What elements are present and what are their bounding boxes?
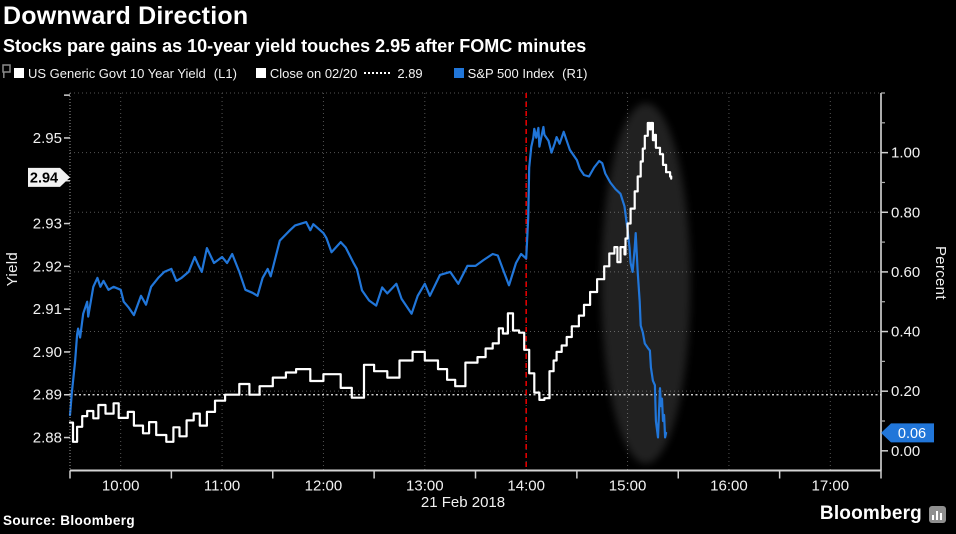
close-line-marker-icon: [255, 68, 266, 78]
legend-item-axis: (L1): [213, 65, 237, 81]
left-tick-label: 2.89: [33, 387, 62, 404]
chart-legend: US Generic Govt 10 Year Yield (L1) Close…: [2, 64, 587, 82]
spx-last-price-box: [881, 423, 934, 443]
left-tick-label: 2.93: [33, 216, 62, 233]
dotted-line-sample-icon: [364, 72, 391, 74]
x-tick-label: 16:00: [710, 478, 748, 495]
legend-item-label: Close on 02/20: [269, 65, 358, 81]
spx-last-price: 0.06: [898, 426, 926, 442]
bloomberg-logo: Bloomberg: [819, 503, 922, 524]
page-subtitle: Stocks pare gains as 10-year yield touch…: [3, 36, 587, 56]
x-tick-label: 10:00: [102, 478, 140, 495]
legend-item-close[interactable]: Close on 02/20 2.89: [255, 65, 423, 81]
right-tick-label: 0.00: [891, 443, 920, 460]
last-price-labels: 2.94 0.06: [28, 167, 934, 443]
x-tick-label: 12:00: [305, 478, 343, 495]
x-tick-label: 13:00: [406, 478, 444, 495]
highlight-ellipse: [601, 103, 691, 464]
x-tick-label: 15:00: [609, 478, 647, 495]
yield-line: [68, 121, 673, 443]
left-tick-label: 2.95: [33, 130, 62, 147]
right-tick-label: 0.20: [891, 383, 920, 400]
yield-last-price-box: [28, 167, 70, 187]
spx-series-marker-icon: [453, 68, 464, 78]
legend-item-axis: (R1): [562, 65, 588, 81]
x-tick-label: 14:00: [507, 478, 545, 495]
legend-item-label: S&P 500 Index: [467, 65, 555, 81]
left-tick-label: 2.90: [33, 344, 62, 361]
axes: [64, 92, 888, 479]
legend-item-value: 2.89: [397, 65, 423, 81]
left-tick-label: 2.88: [33, 430, 62, 447]
right-tick-label: 0.60: [891, 264, 920, 281]
right-tick-label: 0.40: [891, 324, 920, 341]
x-axis-date-label: 21 Feb 2018: [420, 494, 506, 511]
spx-line: [68, 125, 668, 439]
left-tick-label: 2.92: [33, 258, 62, 275]
series-lines: [68, 121, 673, 443]
x-tick-label: 11:00: [204, 478, 240, 495]
x-tick-label: 17:00: [812, 478, 850, 495]
right-tick-label: 1.00: [891, 145, 920, 162]
chart-pin-icon: [2, 64, 11, 82]
axis-tick-labels: 2.88 2.89 2.90 2.91 2.92 2.93 2.95 0.00 0.20 0.40…: [33, 130, 920, 495]
legend-item-spx[interactable]: S&P 500 Index (R1): [453, 65, 588, 81]
gridlines: [70, 92, 881, 471]
annotations: [70, 93, 881, 471]
yield-series-marker-icon: [14, 68, 24, 78]
right-axis-title: Percent: [932, 246, 949, 300]
bloomberg-chart-icon: [929, 506, 946, 523]
right-tick-label: 0.80: [891, 204, 920, 221]
source-credit: Source: Bloomberg: [3, 513, 136, 528]
left-tick-label: 2.91: [33, 301, 62, 318]
legend-item-yield[interactable]: US Generic Govt 10 Year Yield (L1): [14, 66, 237, 81]
legend-item-label: US Generic Govt 10 Year Yield: [28, 65, 206, 81]
left-axis-title: Yield: [4, 252, 21, 287]
yield-last-price: 2.94: [30, 170, 58, 186]
page-title: Downward Direction: [3, 2, 249, 30]
